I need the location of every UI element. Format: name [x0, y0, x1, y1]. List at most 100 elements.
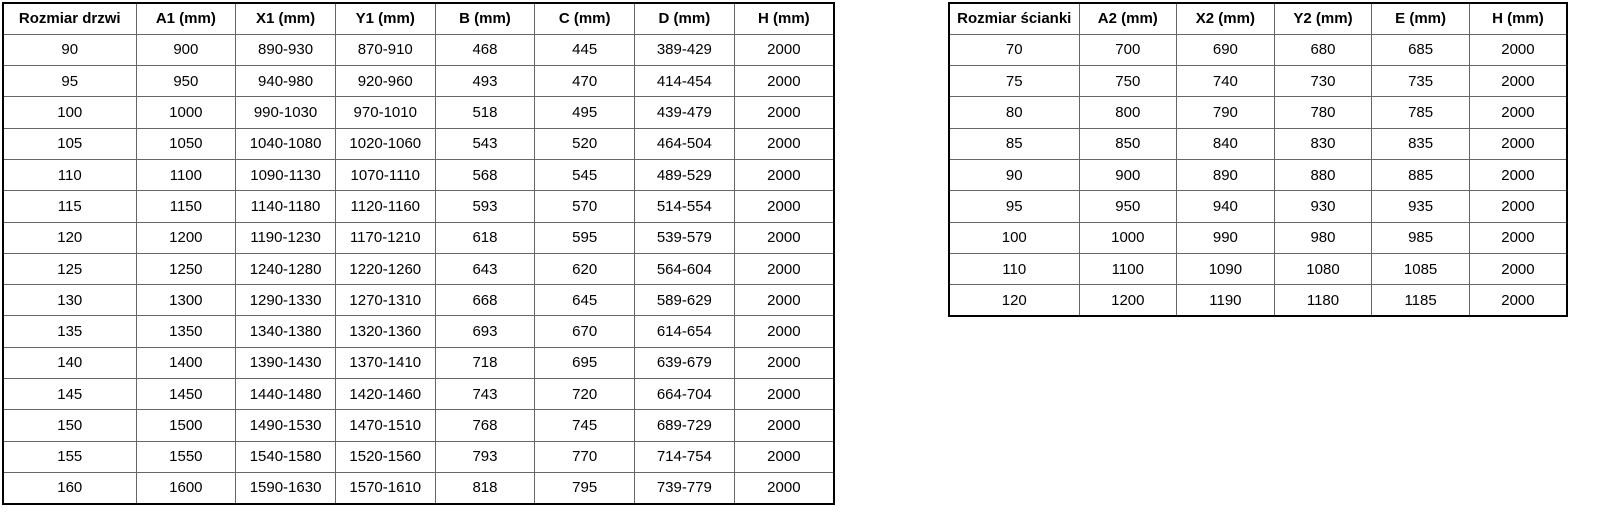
table-cell: 2000 [733, 252, 835, 286]
table-cell: 1390-1430 [235, 346, 336, 380]
table-cell: 718 [434, 346, 536, 380]
table-cell: 1350 [135, 315, 237, 348]
table-cell: 1420-1460 [334, 378, 436, 411]
table-cell: 1090-1130 [235, 158, 336, 192]
table-cell: 155 [2, 440, 137, 473]
table-cell: 80 [948, 96, 1080, 129]
column-header: Y1 (mm) [334, 2, 436, 35]
table-cell: 1190-1230 [235, 221, 336, 254]
table-row: 90 900 890 880 885 2000 [948, 158, 1568, 192]
door-dimensions-table: Rozmiar drzwi A1 (mm) X1 (mm) Y1 (mm) B (mm)… [2, 2, 835, 505]
table-cell: 795 [534, 471, 636, 505]
table-cell: 414-454 [634, 65, 735, 98]
table-cell: 2000 [733, 284, 835, 317]
table-row: 100 1000 990-1030 970-1010 518 495 439-479 2000 [2, 96, 835, 129]
column-header: B (mm) [434, 2, 536, 35]
column-header: X2 (mm) [1176, 2, 1275, 35]
column-header: D (mm) [634, 2, 735, 35]
table-cell: 90 [948, 158, 1080, 192]
table-cell: 1500 [135, 409, 237, 442]
table-cell: 520 [534, 127, 636, 160]
table-cell: 700 [1078, 33, 1178, 67]
header-row: Rozmiar ścianki A2 (mm) X2 (mm) Y2 (mm) E (m… [948, 2, 1568, 35]
table-cell: 1220-1260 [334, 252, 436, 286]
table-cell: 75 [948, 65, 1080, 98]
table-cell: 140 [2, 346, 137, 380]
table-cell: 1190 [1176, 284, 1275, 317]
table-cell: 468 [434, 33, 536, 67]
table-cell: 489-529 [634, 158, 735, 192]
table-cell: 1080 [1273, 252, 1373, 286]
table-cell: 2000 [1468, 33, 1568, 67]
table-cell: 2000 [733, 471, 835, 505]
table-cell: 145 [2, 378, 137, 411]
table-cell: 614-654 [634, 315, 735, 348]
table-row: 120 1200 1190 1180 1185 2000 [948, 284, 1568, 317]
table-cell: 850 [1078, 127, 1178, 160]
table-cell: 990 [1176, 221, 1275, 254]
table-cell: 95 [2, 65, 137, 98]
table-cell: 1200 [1078, 284, 1178, 317]
table-cell: 880 [1273, 158, 1373, 192]
table-cell: 693 [434, 315, 536, 348]
table-cell: 818 [434, 471, 536, 505]
table-cell: 840 [1176, 127, 1275, 160]
table-row: 140 1400 1390-1430 1370-1410 718 695 639-679 20… [2, 346, 835, 380]
table-cell: 1400 [135, 346, 237, 380]
table-cell: 870-910 [334, 33, 436, 67]
table-cell: 785 [1371, 96, 1470, 129]
wall-table-header: Rozmiar ścianki A2 (mm) X2 (mm) Y2 (mm) E (m… [948, 2, 1568, 35]
table-cell: 645 [534, 284, 636, 317]
table-cell: 1150 [135, 190, 237, 223]
table-row: 110 1100 1090-1130 1070-1110 568 545 489-529 20… [2, 158, 835, 192]
table-cell: 130 [2, 284, 137, 317]
table-cell: 105 [2, 127, 137, 160]
table-cell: 2000 [733, 127, 835, 160]
table-cell: 1090 [1176, 252, 1275, 286]
column-header: X1 (mm) [235, 2, 336, 35]
table-cell: 1300 [135, 284, 237, 317]
table-cell: 680 [1273, 33, 1373, 67]
table-cell: 125 [2, 252, 137, 286]
table-cell: 1040-1080 [235, 127, 336, 160]
column-header: Rozmiar ścianki [948, 2, 1080, 35]
table-cell: 1270-1310 [334, 284, 436, 317]
table-row: 145 1450 1440-1480 1420-1460 743 720 664-704 20… [2, 378, 835, 411]
table-cell: 1085 [1371, 252, 1470, 286]
table-cell: 668 [434, 284, 536, 317]
table-cell: 1100 [1078, 252, 1178, 286]
table-cell: 890-930 [235, 33, 336, 67]
table-cell: 900 [1078, 158, 1178, 192]
table-row: 125 1250 1240-1280 1220-1260 643 620 564-604 20… [2, 252, 835, 286]
table-row: 105 1050 1040-1080 1020-1060 543 520 464-504 20… [2, 127, 835, 160]
table-cell: 830 [1273, 127, 1373, 160]
table-cell: 793 [434, 440, 536, 473]
column-header: Rozmiar drzwi [2, 2, 137, 35]
table-cell: 389-429 [634, 33, 735, 67]
table-cell: 100 [2, 96, 137, 129]
table-cell: 2000 [733, 158, 835, 192]
table-cell: 885 [1371, 158, 1470, 192]
table-cell: 2000 [733, 96, 835, 129]
table-row: 120 1200 1190-1230 1170-1210 618 595 539-579 20… [2, 221, 835, 254]
table-cell: 790 [1176, 96, 1275, 129]
table-row: 150 1500 1490-1530 1470-1510 768 745 689-729 20… [2, 409, 835, 442]
table-cell: 2000 [733, 221, 835, 254]
table-cell: 495 [534, 96, 636, 129]
table-cell: 595 [534, 221, 636, 254]
table-cell: 570 [534, 190, 636, 223]
table-cell: 2000 [1468, 284, 1568, 317]
table-cell: 689-729 [634, 409, 735, 442]
door-table-body: 90 900 890-930 870-910 468 445 389-429 2000 95 95… [2, 33, 835, 505]
table-cell: 539-579 [634, 221, 735, 254]
table-cell: 1600 [135, 471, 237, 505]
table-cell: 2000 [733, 190, 835, 223]
table-cell: 1140-1180 [235, 190, 336, 223]
table-cell: 2000 [733, 409, 835, 442]
table-cell: 514-554 [634, 190, 735, 223]
table-row: 110 1100 1090 1080 1085 2000 [948, 252, 1568, 286]
table-row: 80 800 790 780 785 2000 [948, 96, 1568, 129]
door-table-header: Rozmiar drzwi A1 (mm) X1 (mm) Y1 (mm) B (mm)… [2, 2, 835, 35]
table-row: 75 750 740 730 735 2000 [948, 65, 1568, 98]
